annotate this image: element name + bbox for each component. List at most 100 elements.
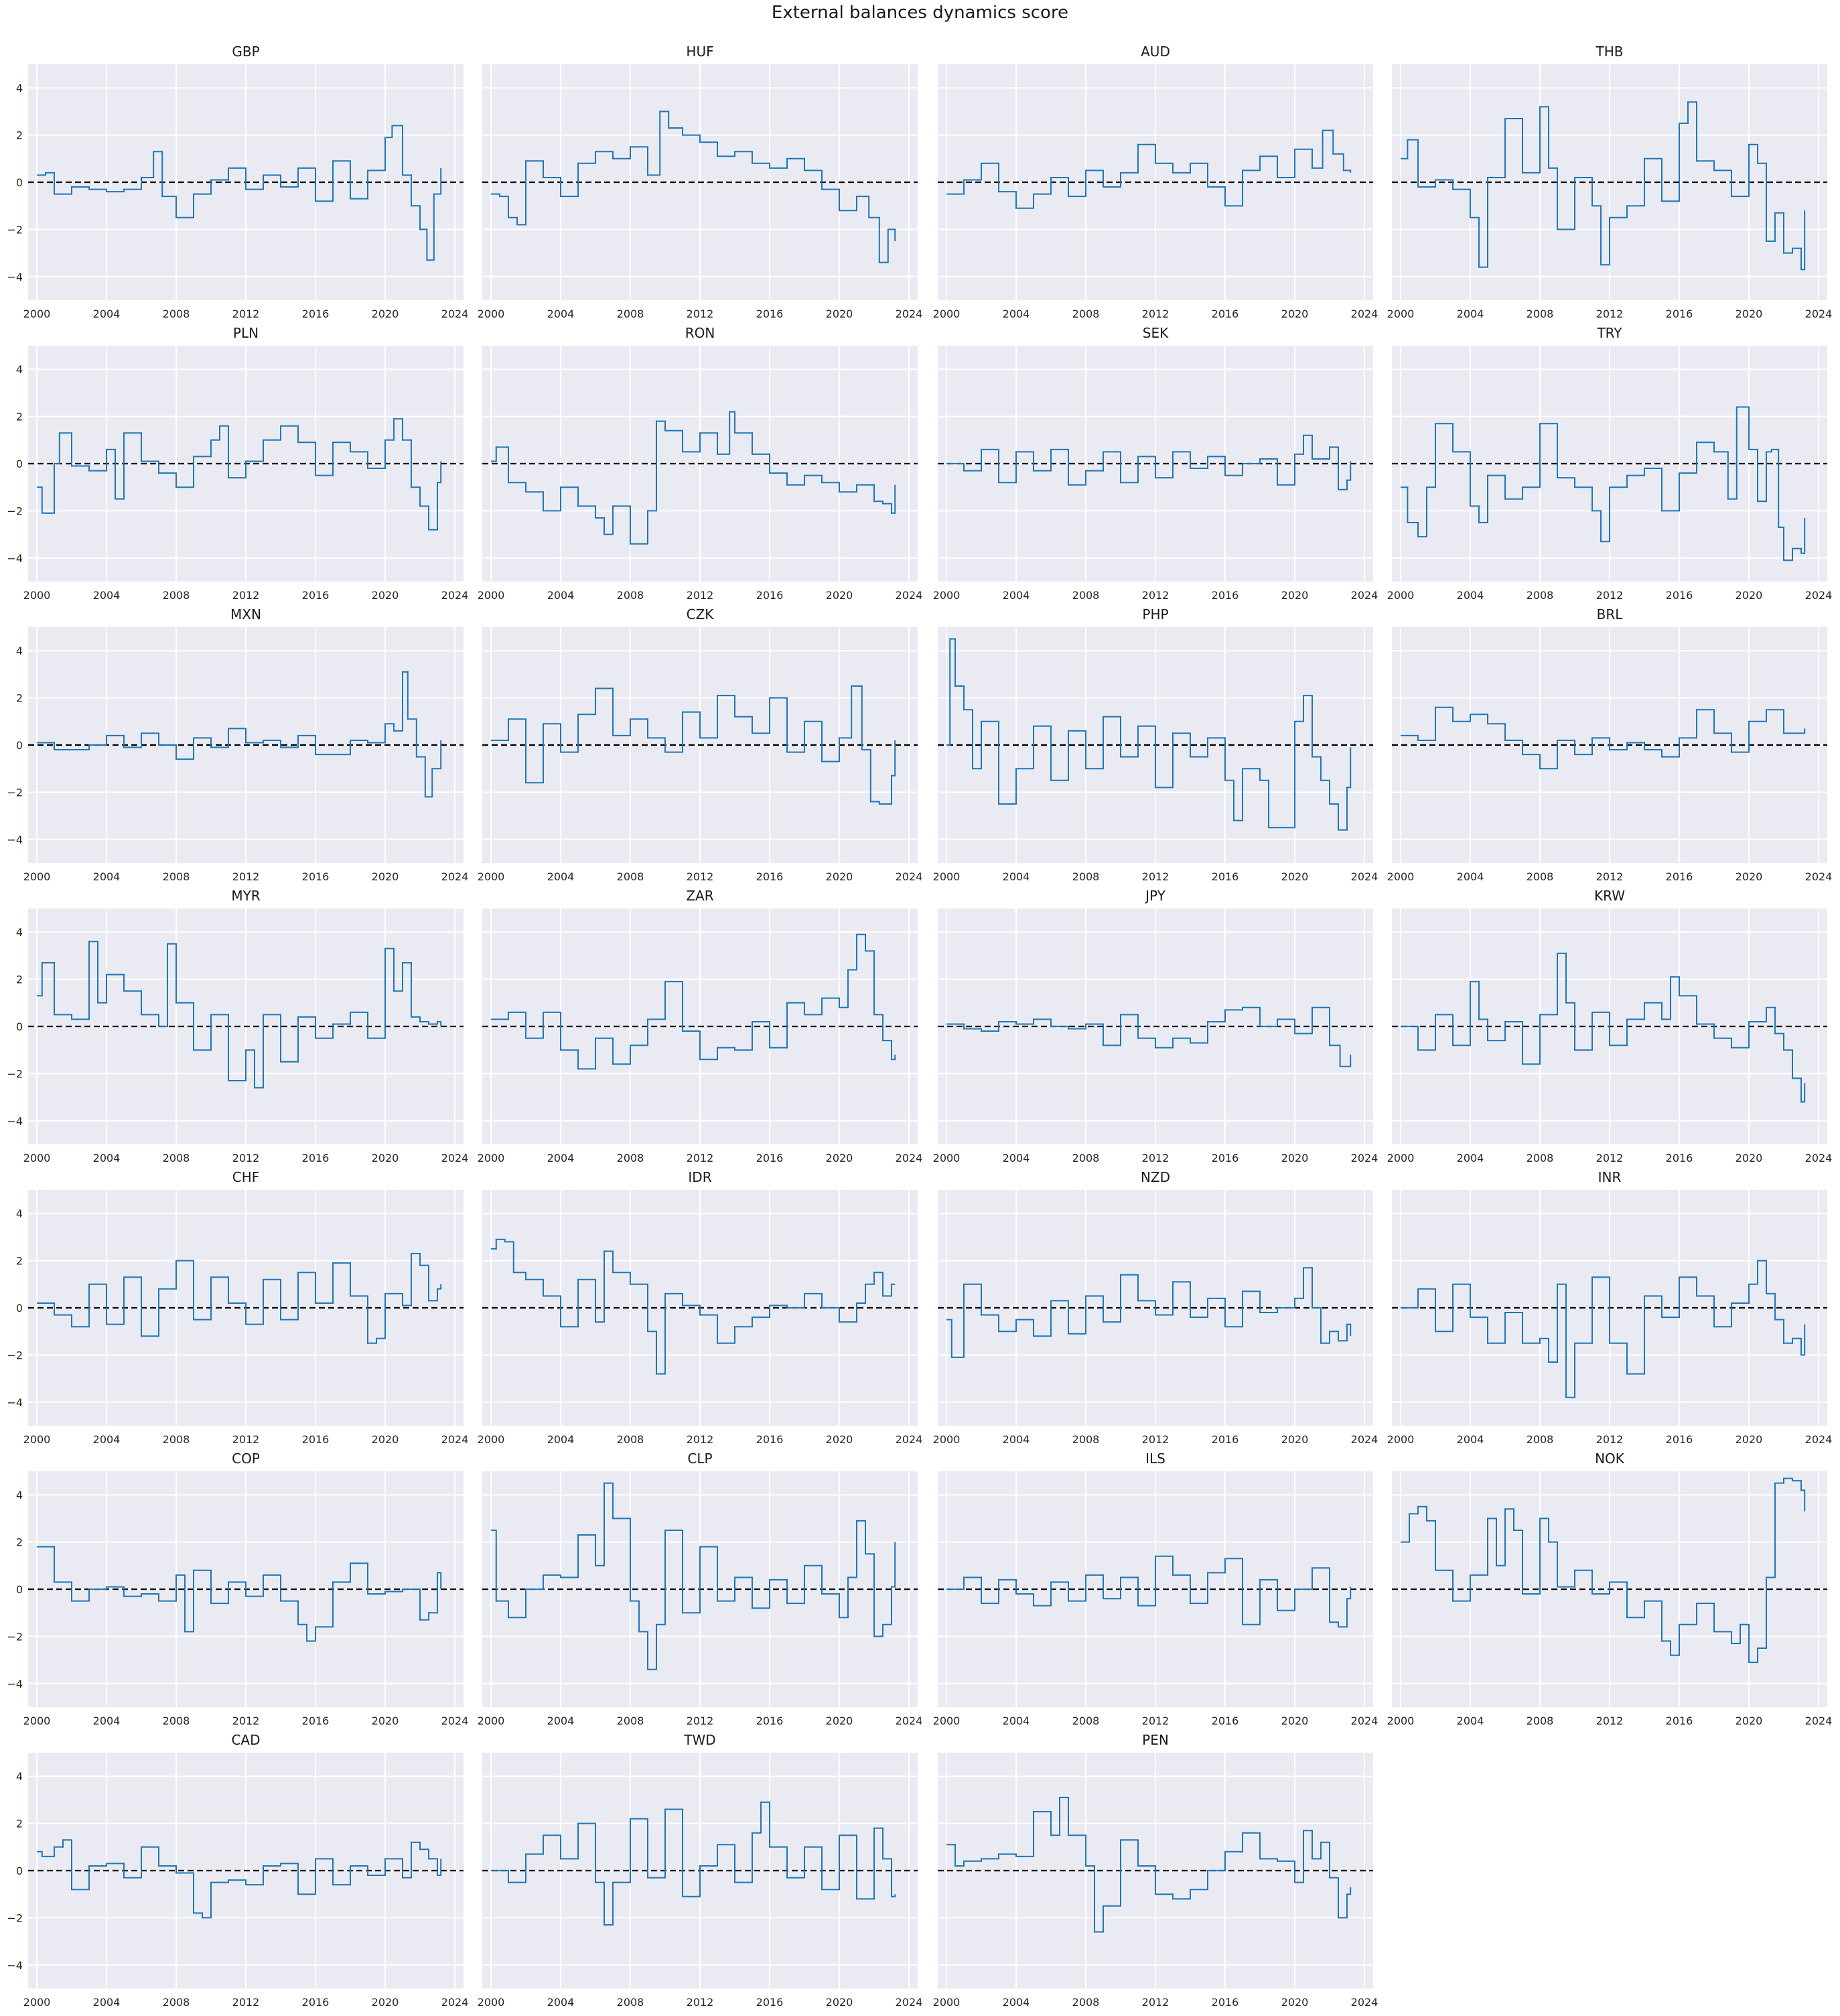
series-line [37,1253,442,1344]
x-tick-label: 2016 [302,1433,330,1446]
y-tick-label: −4 [7,271,23,283]
x-tick-label: 2004 [547,1996,575,2009]
series-line [1401,101,1806,271]
y-tick-label: 0 [16,458,23,470]
x-tick-label: 2020 [1736,1433,1763,1446]
subplot-title: HUF [686,44,713,60]
y-tick-label: 0 [16,739,23,752]
x-tick-label: 2000 [933,589,961,602]
x-tick-label: 2004 [547,1433,575,1446]
series-line [946,1555,1352,1628]
x-tick-label: 2012 [1596,308,1624,320]
subplot-title: PEN [1142,1732,1169,1748]
subplot-nok: NOK 2000 2004 2008 2012 2016 2020 2024 [1387,1451,1833,1727]
figure-title: External balances dynamics score [771,3,1069,23]
x-tick-label: 2024 [896,1996,923,2009]
y-tick-label: 2 [16,973,23,986]
y-tick-label: −2 [7,1067,23,1080]
subplot-ils: ILS 2000 2004 2008 2012 2016 2020 2024 [933,1451,1378,1727]
x-tick-label: 2016 [1666,308,1693,320]
subplot-title: NZD [1141,1169,1170,1185]
x-tick-label: 2008 [617,1433,644,1446]
x-tick-label: 2012 [687,308,714,320]
x-tick-label: 2004 [93,1996,121,2009]
subplot-jpy: JPY 2000 2004 2008 2012 2016 2020 2024 [933,888,1378,1164]
x-tick-label: 2012 [687,1433,714,1446]
x-tick-label: 2008 [163,1996,190,2009]
subplot-zar: ZAR 2000 2004 2008 2012 2016 2020 2024 [478,888,923,1164]
x-tick-label: 2008 [617,870,644,883]
y-tick-label: 2 [16,692,23,705]
x-tick-label: 2004 [1457,308,1484,320]
x-tick-label: 2020 [1281,870,1309,883]
x-tick-label: 2016 [302,1152,330,1164]
subplot-title: CLP [687,1451,712,1467]
x-tick-label: 2008 [1527,589,1554,602]
x-tick-label: 2016 [756,870,784,883]
x-tick-label: 2000 [933,308,961,320]
y-tick-label: 4 [16,1489,23,1501]
y-tick-label: 4 [16,82,23,94]
x-tick-label: 2020 [826,589,853,602]
x-tick-label: 2024 [441,589,469,602]
x-tick-label: 2004 [547,589,575,602]
x-tick-label: 2000 [23,308,51,320]
x-tick-label: 2024 [1805,589,1833,602]
x-tick-label: 2008 [1527,1715,1554,1727]
x-tick-label: 2004 [1003,1152,1030,1164]
x-tick-label: 2024 [441,1715,469,1727]
subplot-title: CHF [232,1169,260,1185]
x-tick-label: 2024 [1351,1715,1378,1727]
x-tick-label: 2008 [163,1433,190,1446]
x-tick-label: 2008 [1527,1152,1554,1164]
series-line [1401,1260,1806,1398]
x-tick-label: 2016 [1666,1433,1693,1446]
x-tick-label: 2016 [756,1152,784,1164]
series-line [491,933,896,1070]
x-tick-label: 2008 [617,1996,644,2009]
x-tick-label: 2024 [1805,870,1833,883]
x-tick-label: 2000 [478,589,505,602]
y-tick-label: −2 [7,1630,23,1643]
subplot-title: CAD [231,1732,260,1748]
subplot-sek: SEK 2000 2004 2008 2012 2016 2020 2024 [933,325,1378,602]
x-tick-label: 2000 [933,1715,961,1727]
x-tick-label: 2020 [826,308,853,320]
x-tick-label: 2012 [687,589,714,602]
x-tick-label: 2000 [478,870,505,883]
x-tick-label: 2016 [302,1715,330,1727]
x-tick-label: 2000 [23,589,51,602]
x-tick-label: 2004 [1457,1152,1484,1164]
x-tick-label: 2000 [933,870,961,883]
x-tick-label: 2016 [302,870,330,883]
x-tick-label: 2004 [1457,1715,1484,1727]
x-tick-label: 2004 [547,308,575,320]
x-tick-label: 2000 [478,1996,505,2009]
subplot-gbp: GBP 2000 2004 2008 2012 2016 2020 2024 −4 −2 0 2 4 [7,44,468,320]
subplot-title: PHP [1142,606,1168,622]
y-tick-label: 0 [16,1865,23,1877]
x-tick-label: 2020 [1281,1715,1309,1727]
x-tick-label: 2004 [547,1715,575,1727]
series-line [37,941,442,1089]
x-tick-label: 2000 [478,1152,505,1164]
series-line [37,1546,442,1642]
x-tick-label: 2000 [933,1152,961,1164]
x-tick-label: 2008 [617,1715,644,1727]
x-tick-label: 2004 [1003,870,1030,883]
x-tick-label: 2024 [896,1433,923,1446]
subplot-title: AUD [1141,44,1170,60]
x-tick-label: 2004 [93,870,121,883]
x-tick-label: 2012 [232,308,260,320]
x-tick-label: 2012 [232,1715,260,1727]
y-tick-label: 2 [16,1536,23,1549]
x-tick-label: 2016 [302,589,330,602]
x-tick-label: 2024 [1805,308,1833,320]
subplot-aud: AUD 2000 2004 2008 2012 2016 2020 2024 [933,44,1378,320]
x-tick-label: 2020 [1281,308,1309,320]
subplot-title: RON [685,325,715,341]
subplot-pln: PLN 2000 2004 2008 2012 2016 2020 2024 −4 −2 0 2 4 [7,325,468,602]
series-line [946,1796,1352,1933]
subplot-cad: CAD 2000 2004 2008 2012 2016 2020 2024 −4 −2 0 2 4 [7,1732,468,2009]
x-tick-label: 2020 [826,1715,853,1727]
